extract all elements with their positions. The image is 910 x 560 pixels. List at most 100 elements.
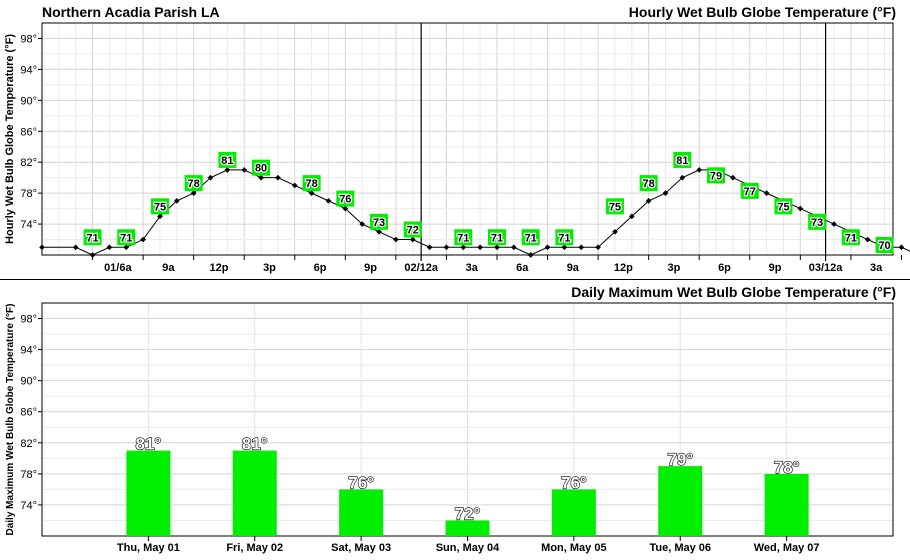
value-label: 71 <box>845 232 857 244</box>
value-label: 71 <box>558 232 570 244</box>
plot-frame <box>41 22 894 256</box>
value-label-box <box>117 229 136 246</box>
x-tick-label: Fri, May 02 <box>226 542 283 554</box>
y-tick-label: 86° <box>20 126 37 138</box>
bar-value-label: 72° <box>455 504 481 523</box>
x-tick-label: 01/6a <box>104 262 132 274</box>
data-point <box>140 236 146 243</box>
y-tick-label: 82° <box>20 157 37 169</box>
value-label-box <box>707 167 726 184</box>
value-label: 78 <box>305 178 317 190</box>
data-point <box>527 252 534 258</box>
y-tick-label: 82° <box>20 438 37 450</box>
value-label: 70 <box>878 240 890 252</box>
x-tick-label: Sun, May 04 <box>436 542 500 554</box>
x-tick-label: 9p <box>364 262 377 274</box>
data-point <box>578 244 585 251</box>
data-point <box>511 244 517 251</box>
value-label: 79 <box>710 170 722 182</box>
data-point <box>173 198 180 204</box>
y-tick-label: 98° <box>20 314 37 326</box>
value-label-box <box>841 229 860 246</box>
data-point <box>89 252 96 258</box>
x-tick-label: 12p <box>614 262 633 274</box>
x-tick-label: 03/12a <box>809 262 844 274</box>
value-label: 73 <box>811 217 823 229</box>
value-label: 71 <box>491 232 503 244</box>
data-point <box>730 174 736 181</box>
bar-value-label: 78° <box>774 458 800 477</box>
x-tick-label: Thu, May 01 <box>117 542 180 554</box>
value-label-box <box>673 151 692 168</box>
value-label-box <box>184 175 203 192</box>
x-tick-label: 12p <box>209 262 228 274</box>
x-tick-label: Mon, May 05 <box>541 542 606 554</box>
data-point <box>898 244 905 251</box>
y-tick-label: 90° <box>20 376 37 388</box>
bar <box>764 473 809 536</box>
data-point <box>325 198 332 204</box>
x-tick-label: 3p <box>263 262 276 274</box>
bar-value-label: 76° <box>348 473 374 492</box>
value-label: 75 <box>777 201 789 213</box>
data-point <box>561 244 568 251</box>
data-point <box>645 198 652 204</box>
daily-chart-title: Daily Maximum Wet Bulb Globe Temperature… <box>571 284 896 300</box>
x-tick-label: 6p <box>314 262 327 274</box>
data-point <box>628 213 635 220</box>
value-label: 71 <box>525 232 537 244</box>
y-axis-label: Daily Maximum Wet Bulb Globe Temperature… <box>5 304 16 536</box>
data-point <box>864 236 871 243</box>
bar-value-label: 81° <box>242 435 268 454</box>
value-label-box <box>336 190 355 207</box>
value-label: 76 <box>339 194 351 206</box>
data-point <box>662 190 669 196</box>
data-point <box>308 190 315 196</box>
value-label: 75 <box>609 201 621 213</box>
data-point <box>342 205 349 212</box>
value-label: 78 <box>188 178 200 190</box>
data-point <box>595 244 601 251</box>
value-label-box <box>218 151 237 168</box>
value-label: 71 <box>86 232 98 244</box>
value-label: 80 <box>255 163 267 175</box>
data-point <box>393 236 399 243</box>
x-tick-label: 3a <box>870 262 883 274</box>
value-label: 72 <box>407 225 419 237</box>
data-point <box>241 167 248 173</box>
y-tick-label: 74° <box>20 500 37 512</box>
value-label: 77 <box>744 186 756 198</box>
y-axis-label: Hourly Wet Bulb Globe Temperature (°F) <box>4 34 16 244</box>
x-tick-label: Wed, May 07 <box>754 542 820 554</box>
y-tick-label: 78° <box>20 188 37 200</box>
data-point <box>275 174 281 181</box>
value-label: 71 <box>457 232 469 244</box>
data-point <box>190 190 197 196</box>
bar <box>551 489 596 536</box>
data-point <box>797 205 804 212</box>
value-label-box <box>150 198 169 215</box>
data-point <box>426 244 433 251</box>
x-tick-label: 6p <box>718 262 731 274</box>
data-point <box>477 244 483 251</box>
data-point <box>494 244 500 251</box>
x-tick-label: 3a <box>466 262 479 274</box>
value-label-box <box>808 213 827 230</box>
y-tick-label: 78° <box>20 469 37 481</box>
panel-divider <box>0 279 910 280</box>
x-tick-label: 02/12a <box>404 262 439 274</box>
data-point <box>376 228 382 235</box>
data-point <box>460 244 467 251</box>
value-label-box <box>370 213 389 230</box>
bar <box>126 450 171 536</box>
value-label-box <box>302 175 321 192</box>
x-tick-label: Sat, May 03 <box>331 542 391 554</box>
data-point <box>258 174 264 181</box>
hourly-chart-title: Hourly Wet Bulb Globe Temperature (°F) <box>628 4 896 20</box>
value-label-box <box>252 159 271 176</box>
bar-value-label: 79° <box>667 450 693 469</box>
data-point <box>696 167 703 173</box>
value-label: 73 <box>373 217 385 229</box>
x-tick-label: 9a <box>162 262 175 274</box>
